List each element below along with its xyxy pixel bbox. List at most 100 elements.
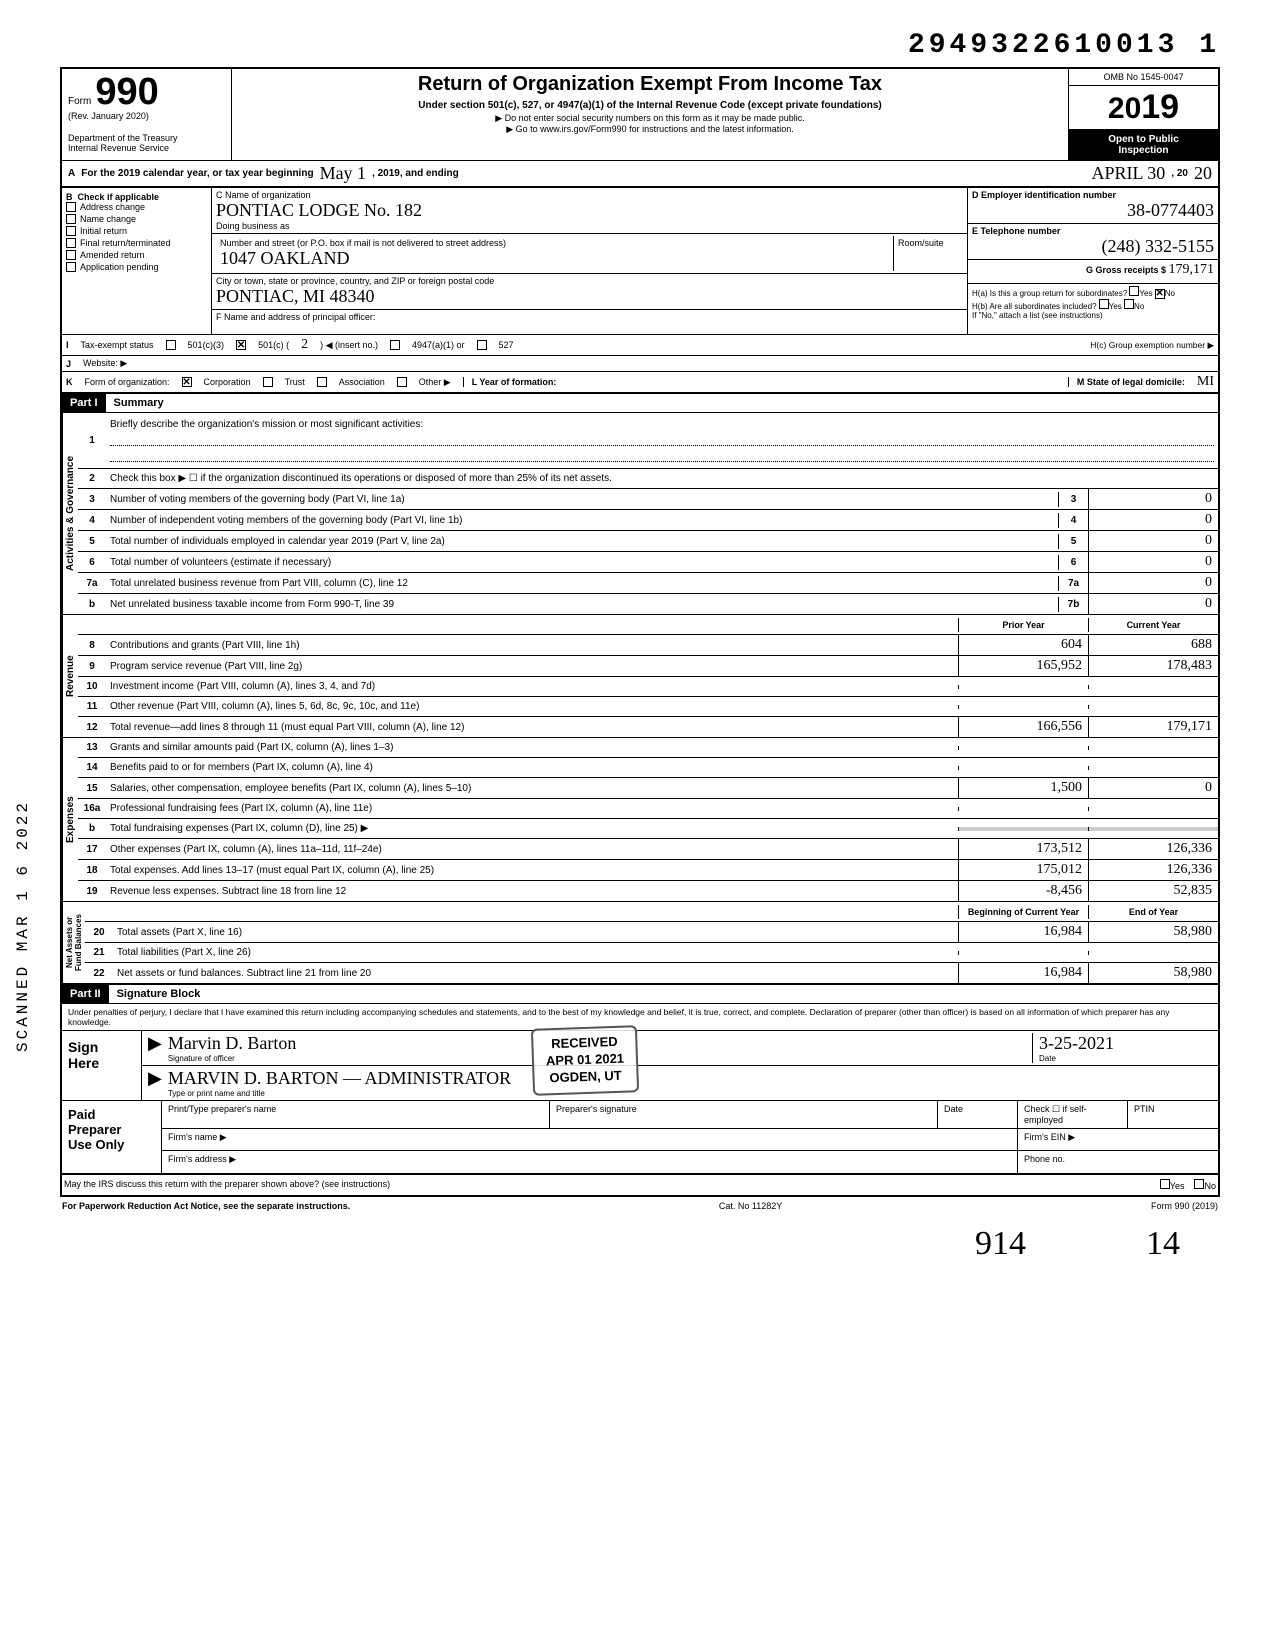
sign-date-value: 3-25-2021 xyxy=(1039,1033,1212,1054)
tax-year-begin: May 1 xyxy=(320,163,367,184)
firm-phone-label: Phone no. xyxy=(1018,1151,1218,1173)
row-5-col: 5 xyxy=(1058,534,1088,549)
label-j: J xyxy=(66,359,71,369)
received-stamp: RECEIVED APR 01 2021 OGDEN, UT xyxy=(531,1025,639,1095)
part-1-header: Part I xyxy=(62,394,106,412)
opt-corporation: Corporation xyxy=(204,377,251,387)
row-12-prior: 166,556 xyxy=(958,717,1088,737)
cb-amended-return[interactable] xyxy=(66,250,76,260)
row-22-prior: 16,984 xyxy=(958,963,1088,983)
cb-association[interactable] xyxy=(317,377,327,387)
form-number: 990 xyxy=(95,73,158,111)
cb-ha-no[interactable]: ✕ xyxy=(1155,289,1165,299)
row-17-num: 17 xyxy=(78,842,106,857)
cb-other[interactable] xyxy=(397,377,407,387)
line-j: J Website: ▶ xyxy=(60,356,1220,372)
cb-discuss-no[interactable] xyxy=(1194,1179,1204,1189)
cb-501c3[interactable] xyxy=(166,340,176,350)
cb-hb-yes[interactable] xyxy=(1099,299,1109,309)
row-13-current xyxy=(1088,746,1218,750)
officer-name-title: MARVIN D. BARTON — ADMINISTRATOR xyxy=(168,1068,1212,1089)
row-20-text: Total assets (Part X, line 16) xyxy=(113,925,958,940)
row-8-text: Contributions and grants (Part VIII, lin… xyxy=(106,638,958,653)
cb-corporation[interactable]: ✕ xyxy=(182,377,192,387)
row-14-text: Benefits paid to or for members (Part IX… xyxy=(106,760,958,775)
label-c-org-name: C Name of organization xyxy=(216,190,963,200)
row-9-current: 178,483 xyxy=(1088,656,1218,676)
firm-ein-label: Firm's EIN ▶ xyxy=(1018,1129,1218,1150)
cb-application-pending[interactable] xyxy=(66,262,76,272)
row-16b-num: b xyxy=(78,821,106,836)
omb-number: OMB No 1545-0047 xyxy=(1069,69,1218,86)
row-15-text: Salaries, other compensation, employee b… xyxy=(106,781,958,796)
cb-initial-return[interactable] xyxy=(66,226,76,236)
line-a-text: For the 2019 calendar year, or tax year … xyxy=(81,168,313,179)
row-15-current: 0 xyxy=(1088,778,1218,798)
sign-label-1: Sign xyxy=(68,1039,135,1055)
hb-yes-label: Yes xyxy=(1109,302,1122,311)
sign-arrow-icon-2: ▶ xyxy=(148,1068,168,1098)
label-a: A xyxy=(68,168,75,179)
opt-other: Other ▶ xyxy=(419,377,451,388)
row-4-num: 4 xyxy=(78,513,106,528)
row-5-val: 0 xyxy=(1088,531,1218,551)
hb-no-label: No xyxy=(1134,302,1144,311)
line-i: I Tax-exempt status 501(c)(3) ✕ 501(c) (… xyxy=(60,335,1220,356)
cb-name-change-label: Name change xyxy=(80,214,136,224)
row-17-prior: 173,512 xyxy=(958,839,1088,859)
sign-date-label: Date xyxy=(1039,1054,1212,1063)
row-12-current: 179,171 xyxy=(1088,717,1218,737)
discuss-yes-label: Yes xyxy=(1170,1181,1185,1191)
street-value: 1047 OAKLAND xyxy=(220,248,889,269)
row-9-prior: 165,952 xyxy=(958,656,1088,676)
row-13-text: Grants and similar amounts paid (Part IX… xyxy=(106,740,958,755)
line-a: A For the 2019 calendar year, or tax yea… xyxy=(60,160,1220,188)
row-10-text: Investment income (Part VIII, column (A)… xyxy=(106,679,958,694)
line-a-yr: , 20 xyxy=(1171,168,1188,179)
cb-501c[interactable]: ✕ xyxy=(236,340,246,350)
row-16b-current-shaded xyxy=(1088,827,1218,831)
open-to-public: Open to Public xyxy=(1073,134,1214,145)
cb-final-return-label: Final return/terminated xyxy=(80,238,171,248)
row-18-text: Total expenses. Add lines 13–17 (must eq… xyxy=(106,863,958,878)
part-1-header-row: Part I Summary xyxy=(60,394,1220,413)
cb-trust[interactable] xyxy=(263,377,273,387)
row-7b-num: b xyxy=(78,597,106,612)
dba-label: Doing business as xyxy=(216,221,963,231)
cb-name-change[interactable] xyxy=(66,214,76,224)
row-20-num: 20 xyxy=(85,925,113,940)
summary-table: RECEIVED APR 01 2021 OGDEN, UT Activitie… xyxy=(60,413,1220,985)
bottom-hand-b: 14 xyxy=(1146,1225,1180,1263)
website-label: Website: ▶ xyxy=(83,358,127,369)
row-14-num: 14 xyxy=(78,760,106,775)
cb-address-change[interactable] xyxy=(66,202,76,212)
row-13-prior xyxy=(958,746,1088,750)
form-note-2: ▶ Go to www.irs.gov/Form990 for instruct… xyxy=(240,124,1060,135)
row-22-num: 22 xyxy=(85,966,113,981)
label-l-year: L Year of formation: xyxy=(463,377,557,387)
cb-4947[interactable] xyxy=(390,340,400,350)
col-header-end: End of Year xyxy=(1088,905,1218,919)
cb-discuss-yes[interactable] xyxy=(1160,1179,1170,1189)
row-16a-text: Professional fundraising fees (Part IX, … xyxy=(106,801,958,816)
cb-final-return[interactable] xyxy=(66,238,76,248)
cb-hb-no[interactable] xyxy=(1124,299,1134,309)
opt-trust: Trust xyxy=(285,377,305,387)
row-21-current xyxy=(1088,951,1218,955)
row-5-num: 5 xyxy=(78,534,106,549)
cb-527[interactable] xyxy=(477,340,487,350)
name-title-label: Type or print name and title xyxy=(168,1089,1212,1098)
opt-501c-close: ) ◀ (insert no.) xyxy=(320,340,378,351)
row-1-num: 1 xyxy=(78,433,106,448)
row-7a-text: Total unrelated business revenue from Pa… xyxy=(106,576,1058,591)
cb-amended-return-label: Amended return xyxy=(80,250,145,260)
form-note-1: ▶ Do not enter social security numbers o… xyxy=(240,113,1060,124)
document-locator-number: 2949322610013 1 xyxy=(60,30,1220,61)
paid-label-1: Paid xyxy=(68,1107,155,1122)
cb-ha-yes[interactable] xyxy=(1129,286,1139,296)
row-8-current: 688 xyxy=(1088,635,1218,655)
part-2-header: Part II xyxy=(62,985,109,1003)
row-12-num: 12 xyxy=(78,720,106,735)
part-2-title: Signature Block xyxy=(109,988,201,1000)
row-16b-text: Total fundraising expenses (Part IX, col… xyxy=(106,821,958,836)
